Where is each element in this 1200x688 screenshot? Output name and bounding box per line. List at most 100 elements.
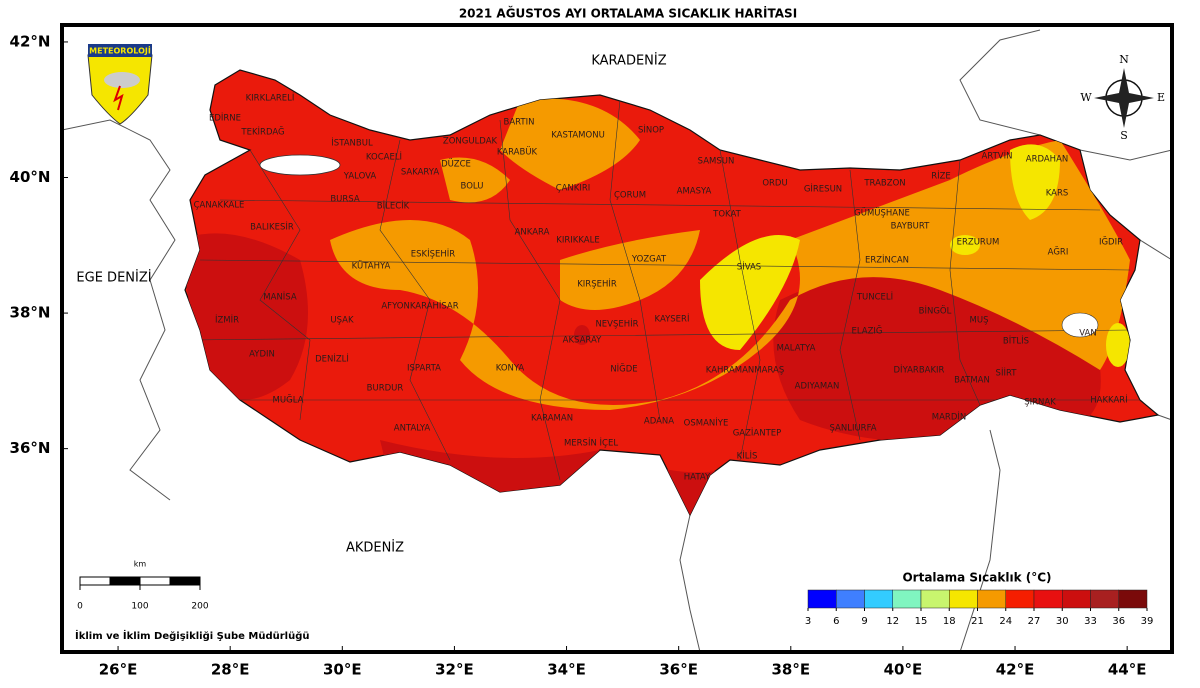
province-label: ANTALYA xyxy=(394,424,431,434)
legend-swatch xyxy=(1090,589,1119,609)
province-label: KİLİS xyxy=(737,451,758,462)
compass-letter: S xyxy=(1120,129,1128,142)
dynamic-layer: 3 6 9 12 15 18 21 24 27 30 33 36 390 100 200 xyxy=(62,41,1154,652)
lon-tick-label: 36°E xyxy=(659,661,698,679)
province-label: ADANA xyxy=(644,417,674,427)
legend-title: Ortalama Sıcaklık (°C) xyxy=(902,571,1051,585)
province-label: AYDIN xyxy=(249,350,275,360)
province-label: YALOVA xyxy=(343,172,377,182)
province-label: ŞANLIURFA xyxy=(829,424,876,434)
province-label: YOZGAT xyxy=(631,255,667,265)
province-label: KIRŞEHİR xyxy=(577,279,617,290)
map-title: 2021 AĞUSTOS AYI ORTALAMA SICAKLIK HARİT… xyxy=(459,6,797,21)
legend-swatch xyxy=(920,589,950,609)
province-label: KASTAMONU xyxy=(551,131,605,141)
legend-tick-label: 30 xyxy=(1056,616,1069,627)
province-label: MUĞLA xyxy=(273,394,304,406)
legend-tick-label: 36 xyxy=(1112,616,1125,627)
province-label: ANKARA xyxy=(515,228,550,238)
sea-label: EGE DENİZİ xyxy=(76,270,151,286)
province-label: KONYA xyxy=(496,364,525,374)
lon-tick-label: 44°E xyxy=(1108,661,1147,679)
province-label: ERZURUM xyxy=(957,238,1000,248)
scale-segment xyxy=(139,576,171,586)
legend-swatch xyxy=(1005,589,1035,609)
province-label: RİZE xyxy=(931,171,951,182)
province-label: ARDAHAN xyxy=(1026,155,1069,165)
lon-tick-label: 34°E xyxy=(547,661,586,679)
legend-swatch xyxy=(977,589,1006,609)
logo-text: METEOROLOJİ xyxy=(89,46,151,56)
province-label: KARAMAN xyxy=(531,414,573,424)
province-label: SİİRT xyxy=(996,368,1018,379)
province-label: GİRESUN xyxy=(804,184,842,195)
province-label: MANİSA xyxy=(263,292,297,303)
province-label: İZMİR xyxy=(215,315,239,326)
province-label: TRABZON xyxy=(863,179,905,189)
map-frame xyxy=(60,23,1174,654)
province-label: KARABÜK xyxy=(497,147,538,158)
scale-unit: km xyxy=(134,560,147,569)
province-label: AKSARAY xyxy=(563,336,602,346)
province-label: ÇORUM xyxy=(614,191,646,201)
legend-swatch xyxy=(892,589,922,609)
province-label: BİNGÖL xyxy=(919,306,952,317)
compass: N E S W xyxy=(1080,53,1165,142)
province-label: KIRIKKALE xyxy=(556,236,599,246)
province-label: DİYARBAKIR xyxy=(894,365,945,376)
lat-tick-label: 38°N xyxy=(10,304,51,322)
province-label: ÇANKIRI xyxy=(556,184,591,194)
province-label: SAKARYA xyxy=(401,168,440,178)
province-label: BİTLİS xyxy=(1003,336,1029,347)
legend-tick-label: 39 xyxy=(1141,616,1154,627)
province-label: GÜMÜŞHANE xyxy=(854,208,910,219)
lon-tick-label: 30°E xyxy=(323,661,362,679)
province-label: BURSA xyxy=(330,195,360,205)
legend-swatch xyxy=(836,589,865,609)
province-label: ADIYAMAN xyxy=(795,382,840,392)
province-label: TUNCELİ xyxy=(856,292,893,303)
province-label: BİLECİK xyxy=(377,201,410,212)
legend-tick-label: 18 xyxy=(943,616,956,627)
province-label: HAKKARİ xyxy=(1090,395,1127,406)
province-label: UŞAK xyxy=(330,316,354,326)
province-label: ORDU xyxy=(762,179,787,189)
legend-tick-label: 24 xyxy=(999,616,1012,627)
province-label: HATAY xyxy=(684,473,711,483)
scale-segment xyxy=(79,576,111,586)
lon-tick-label: 42°E xyxy=(996,661,1035,679)
province-label: SAMSUN xyxy=(698,157,735,167)
legend-tick-label: 27 xyxy=(1028,616,1041,627)
province-label: KAHRAMANMARAŞ xyxy=(706,366,784,376)
province-label: SİNOP xyxy=(638,125,664,136)
lon-tick-label: 28°E xyxy=(211,661,250,679)
province-label: NEVŞEHİR xyxy=(595,319,638,330)
province-label: MUŞ xyxy=(970,316,989,326)
province-label: BOLU xyxy=(461,182,484,192)
compass-letter: W xyxy=(1080,91,1092,104)
lat-tick-label: 42°N xyxy=(10,32,51,50)
province-label: EDİRNE xyxy=(209,113,241,124)
lon-tick-label: 32°E xyxy=(435,661,474,679)
legend-tick-label: 21 xyxy=(971,616,984,627)
province-label: OSMANİYE xyxy=(684,418,729,429)
scale-segment xyxy=(169,576,201,586)
province-label: BARTIN xyxy=(504,118,535,128)
province-label: BATMAN xyxy=(954,376,990,386)
province-label: VAN xyxy=(1079,329,1096,339)
legend-swatch xyxy=(1118,589,1148,609)
scale-segment xyxy=(109,576,141,586)
coastlines xyxy=(61,29,1173,653)
map-area: KIRKLARELİ EDİRNE TEKİRDAĞ İSTANBUL KOCAELİ Z… xyxy=(60,23,1174,654)
province-label: KARS xyxy=(1046,189,1069,199)
province-label: KOCAELİ xyxy=(366,152,402,163)
province-label: AMASYA xyxy=(677,187,712,197)
province-labels: KIRKLARELİ EDİRNE TEKİRDAĞ İSTANBUL KOCAELİ Z… xyxy=(194,93,1128,483)
province-label: BURDUR xyxy=(367,384,404,394)
province-label: DÜZCE xyxy=(441,159,471,170)
province-label: ZONGULDAK xyxy=(443,137,498,147)
province-borders xyxy=(189,99,1140,481)
legend-tick-label: 6 xyxy=(833,616,839,627)
logo: METEOROLOJİ xyxy=(87,44,153,125)
